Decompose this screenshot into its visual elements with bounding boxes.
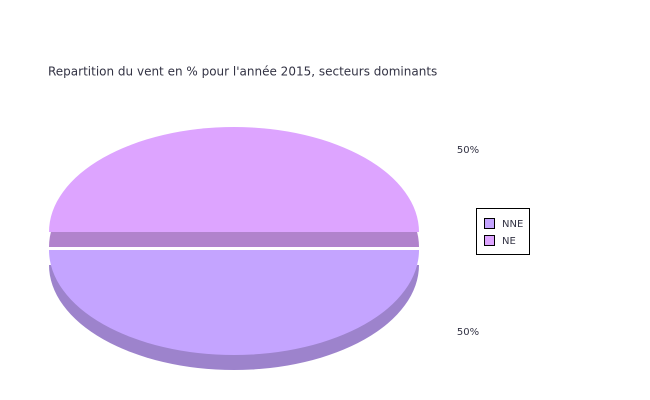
data-label-bg	[455, 326, 481, 338]
chart-title: Repartition du vent en % pour l'année 20…	[48, 65, 437, 79]
data-label: 50%	[457, 145, 479, 156]
pie-slice	[49, 127, 419, 247]
pie-slice	[49, 250, 419, 370]
data-label: 50%	[457, 327, 479, 338]
legend-label: NNE	[502, 219, 523, 230]
data-label-bg	[455, 145, 481, 157]
slice	[49, 127, 419, 232]
legend-swatch	[484, 218, 495, 229]
legend-swatch	[484, 235, 495, 246]
legend-label: NE	[502, 236, 516, 247]
legend-box	[476, 208, 530, 255]
slice	[49, 250, 419, 355]
